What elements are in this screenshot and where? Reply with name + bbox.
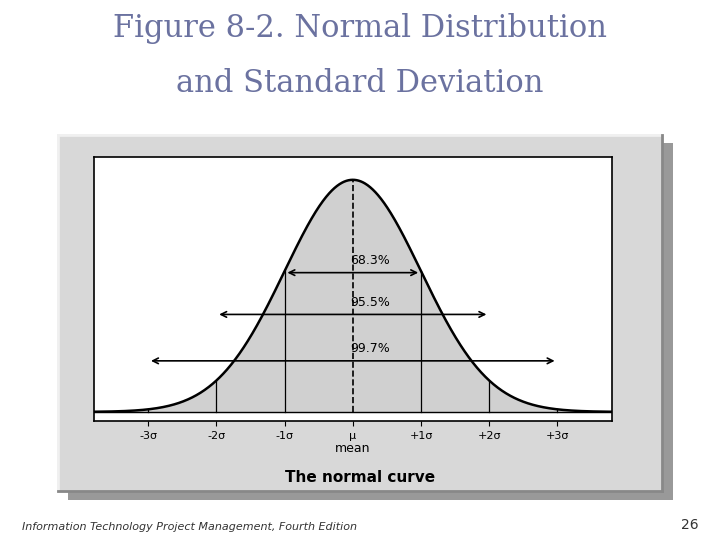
Text: Information Technology Project Management, Fourth Edition: Information Technology Project Managemen… (22, 522, 356, 532)
Text: and Standard Deviation: and Standard Deviation (176, 68, 544, 98)
X-axis label: mean: mean (335, 442, 371, 455)
Text: 99.7%: 99.7% (350, 342, 390, 355)
Text: 68.3%: 68.3% (350, 254, 390, 267)
Text: Figure 8-2. Normal Distribution: Figure 8-2. Normal Distribution (113, 14, 607, 44)
Text: 95.5%: 95.5% (350, 295, 390, 309)
Text: 26: 26 (681, 518, 698, 532)
Text: The normal curve: The normal curve (285, 470, 435, 485)
